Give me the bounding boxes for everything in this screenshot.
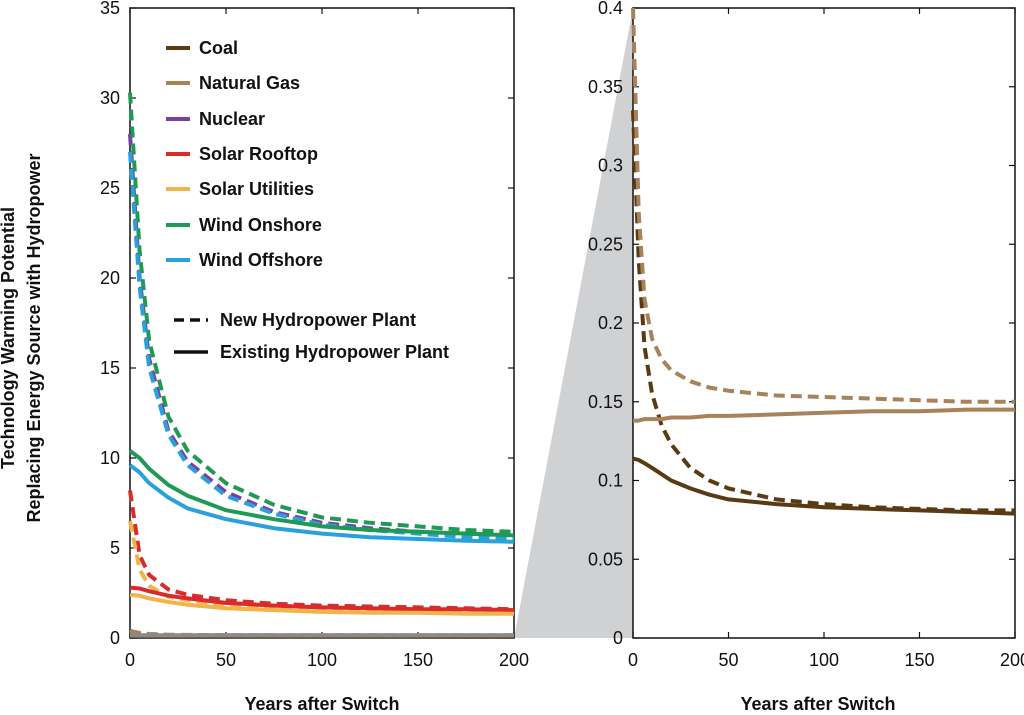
legend-label-solar-utilities: Solar Utilities bbox=[199, 179, 314, 199]
left-x-axis-label: Years after Switch bbox=[244, 694, 399, 714]
right-y-tick-label: 0.1 bbox=[598, 471, 623, 491]
right-y-tick-label: 0 bbox=[613, 628, 623, 648]
right-y-tick-label: 0.25 bbox=[588, 234, 623, 254]
right-x-tick-label: 0 bbox=[628, 650, 638, 670]
right-series-group bbox=[631, 7, 1016, 516]
left-y-tick-label: 20 bbox=[100, 268, 120, 288]
legend-label-natural-gas: Natural Gas bbox=[199, 73, 300, 93]
left-x-tick-label: 0 bbox=[125, 650, 135, 670]
right-series-coal-dashed bbox=[631, 110, 1015, 513]
right-x-tick-label: 200 bbox=[1000, 650, 1024, 670]
legend-label-nuclear: Nuclear bbox=[199, 109, 265, 129]
y-axis-label-line2: Replacing Energy Source with Hydropower bbox=[24, 153, 44, 522]
legend-label-coal: Coal bbox=[199, 38, 238, 58]
left-series-solar-rooftop-dashed bbox=[128, 490, 515, 612]
left-series-nuclear-dashed bbox=[128, 133, 515, 538]
right-x-tick-label: 50 bbox=[718, 650, 738, 670]
right-y-tick-label: 0.3 bbox=[598, 156, 623, 176]
right-series-natural-gas-solid bbox=[633, 407, 1015, 423]
legend-label-wind-offshore: Wind Offshore bbox=[199, 250, 323, 270]
left-series-wind-offshore-solid bbox=[128, 463, 515, 544]
legend-label-solar-rooftop: Solar Rooftop bbox=[199, 144, 318, 164]
y-axis-label-line1: Technology Warming Potential bbox=[0, 207, 18, 469]
right-x-tick-label: 150 bbox=[904, 650, 934, 670]
left-series-group bbox=[128, 92, 515, 639]
left-y-tick-label: 25 bbox=[100, 178, 120, 198]
left-x-tick-label: 50 bbox=[216, 650, 236, 670]
right-y-tick-label: 0.05 bbox=[588, 549, 623, 569]
right-plot-frame bbox=[632, 7, 1016, 639]
left-y-tick-label: 15 bbox=[100, 358, 120, 378]
legend: Coal Natural Gas Nuclear Solar Rooftop S… bbox=[166, 38, 449, 362]
right-series-natural-gas-dashed bbox=[631, 7, 1015, 404]
right-y-tick-label: 0.2 bbox=[598, 313, 623, 333]
left-y-tick-label: 30 bbox=[100, 88, 120, 108]
legend-label-existing-hydropower: Existing Hydropower Plant bbox=[220, 342, 449, 362]
left-y-tick-label: 10 bbox=[100, 448, 120, 468]
right-x-axis-label: Years after Switch bbox=[740, 694, 895, 714]
left-y-tick-label: 5 bbox=[110, 538, 120, 558]
left-series-wind-onshore-dashed bbox=[128, 92, 515, 534]
left-y-tick-label: 35 bbox=[100, 0, 120, 18]
right-panel: 0 0.05 0.1 0.15 0.2 0.25 0.3 0.35 0.4 0 50 100 150 2… bbox=[588, 0, 1024, 714]
right-x-ticks: 0 50 100 150 200 bbox=[628, 8, 1024, 670]
left-y-ticks: 0 5 10 15 20 25 30 35 bbox=[100, 0, 514, 648]
right-x-tick-label: 100 bbox=[809, 650, 839, 670]
left-series-wind-onshore-solid bbox=[128, 449, 515, 538]
left-series-wind-offshore-dashed bbox=[128, 151, 515, 541]
left-series-solar-rooftop-solid bbox=[129, 585, 515, 613]
left-y-tick-label: 0 bbox=[110, 628, 120, 648]
left-panel: 0 5 10 15 20 25 30 35 0 50 100 150 200 Years after … bbox=[0, 0, 529, 714]
legend-label-new-hydropower: New Hydropower Plant bbox=[220, 310, 416, 330]
left-x-tick-label: 150 bbox=[403, 650, 433, 670]
right-y-tick-label: 0.15 bbox=[588, 392, 623, 412]
left-x-ticks: 0 50 100 150 200 bbox=[125, 8, 529, 670]
left-x-tick-label: 200 bbox=[499, 650, 529, 670]
left-series-solar-utilities-solid bbox=[129, 592, 514, 616]
zoom-connector bbox=[514, 8, 633, 638]
legend-label-wind-onshore: Wind Onshore bbox=[199, 215, 322, 235]
right-y-tick-label: 0.35 bbox=[588, 77, 623, 97]
left-x-tick-label: 100 bbox=[307, 650, 337, 670]
right-y-ticks: 0 0.05 0.1 0.15 0.2 0.25 0.3 0.35 0.4 bbox=[588, 0, 1015, 648]
right-series-coal-solid bbox=[632, 456, 1016, 516]
right-y-tick-label: 0.4 bbox=[598, 0, 623, 18]
